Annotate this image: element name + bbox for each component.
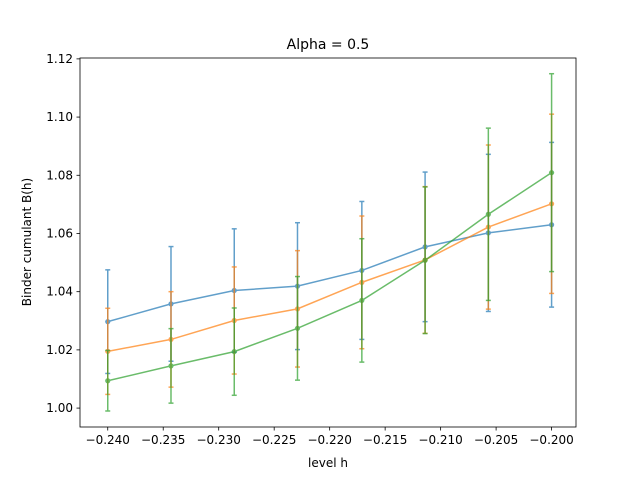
y-tick-label: 1.12 (46, 52, 73, 66)
x-tick-label: −0.205 (474, 433, 518, 447)
y-tick-label: 1.06 (46, 226, 73, 240)
axes-frame (79, 57, 577, 428)
plot-area (105, 72, 555, 412)
x-axis: −0.240 −0.235 −0.230 −0.225 −0.220 −0.215 −0.2… (86, 427, 574, 447)
series-line (107, 203, 552, 353)
x-tick-label: −0.200 (529, 433, 573, 447)
y-tick-label: 1.08 (46, 168, 73, 182)
x-tick-label: −0.210 (418, 433, 462, 447)
y-axis: 1.00 1.02 1.04 1.06 1.08 1.10 1.12 (46, 52, 80, 415)
data-point (359, 297, 365, 304)
y-tick-label: 1.04 (46, 285, 73, 299)
y-tick-label: 1.10 (46, 110, 73, 124)
data-point (548, 170, 555, 176)
x-tick-label: −0.215 (363, 433, 407, 447)
data-point (294, 325, 301, 331)
data-point (231, 349, 237, 355)
series-line (107, 172, 553, 382)
x-axis-label: level h (308, 456, 348, 470)
x-tick-label: −0.235 (141, 433, 185, 447)
x-tick-label: −0.220 (307, 433, 351, 447)
series-3 (105, 72, 555, 412)
data-point (168, 363, 174, 369)
y-tick-label: 1.00 (46, 401, 73, 415)
data-point (422, 257, 428, 263)
x-tick-label: −0.230 (196, 433, 240, 447)
data-point (485, 211, 491, 217)
x-tick-label: −0.225 (252, 433, 296, 447)
series-line (107, 224, 552, 323)
y-tick-label: 1.02 (46, 343, 73, 357)
chart-title: Alpha = 0.5 (287, 37, 370, 53)
data-point (105, 378, 111, 384)
y-axis-label: Binder cumulant B(h) (20, 178, 34, 306)
x-tick-label: −0.240 (86, 433, 130, 447)
